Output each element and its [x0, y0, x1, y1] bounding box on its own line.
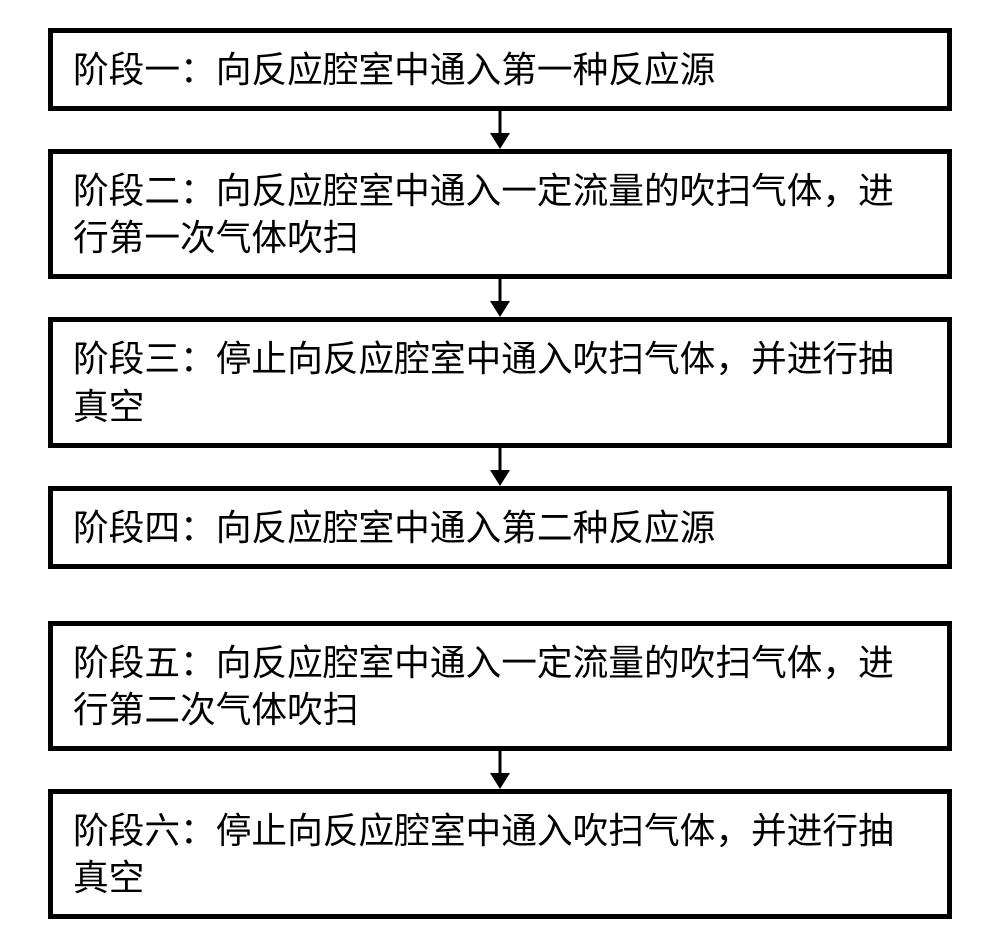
step-box-4: 阶段四：向反应腔室中通入第二种反应源 [48, 486, 952, 569]
arrow-5-6 [48, 751, 952, 789]
arrow-down-icon [485, 751, 515, 789]
step-box-2: 阶段二：向反应腔室中通入一定流量的吹扫气体，进行第一次气体吹扫 [48, 149, 952, 279]
step-box-3: 阶段三：停止向反应腔室中通入吹扫气体，并进行抽真空 [48, 317, 952, 447]
arrow-down-icon [485, 279, 515, 317]
step-box-6: 阶段六：停止向反应腔室中通入吹扫气体，并进行抽真空 [48, 789, 952, 919]
step-text: 阶段三：停止向反应腔室中通入吹扫气体，并进行抽真空 [73, 339, 894, 426]
arrow-2-3 [48, 279, 952, 317]
arrow-down-icon [485, 448, 515, 486]
arrow-1-2 [48, 111, 952, 149]
arrow-3-4 [48, 448, 952, 486]
step-box-5: 阶段五：向反应腔室中通入一定流量的吹扫气体，进行第二次气体吹扫 [48, 621, 952, 751]
gap-4-5 [48, 569, 952, 621]
step-box-1: 阶段一：向反应腔室中通入第一种反应源 [48, 28, 952, 111]
step-text: 阶段一：向反应腔室中通入第一种反应源 [73, 50, 715, 90]
step-text: 阶段五：向反应腔室中通入一定流量的吹扫气体，进行第二次气体吹扫 [73, 643, 894, 730]
step-text: 阶段六：停止向反应腔室中通入吹扫气体，并进行抽真空 [73, 811, 894, 898]
flowchart-container: 阶段一：向反应腔室中通入第一种反应源 阶段二：向反应腔室中通入一定流量的吹扫气体… [48, 28, 952, 919]
step-text: 阶段二：向反应腔室中通入一定流量的吹扫气体，进行第一次气体吹扫 [73, 171, 894, 258]
arrow-down-icon [485, 111, 515, 149]
step-text: 阶段四：向反应腔室中通入第二种反应源 [73, 508, 715, 548]
